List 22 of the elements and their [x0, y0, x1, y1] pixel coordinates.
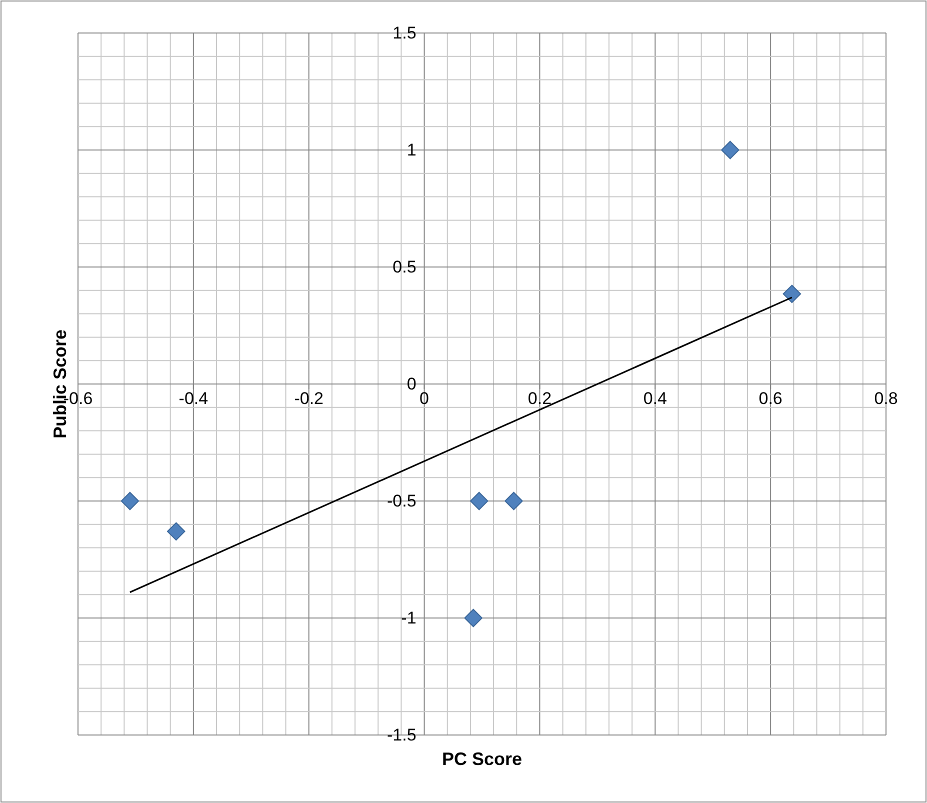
y-tick-label: 1 [406, 140, 416, 160]
y-tick-label: -1.5 [386, 725, 416, 744]
x-tick-label: 0.4 [643, 389, 667, 408]
x-tick-label: 0.2 [528, 389, 552, 408]
x-axis-title: PC Score [442, 749, 522, 769]
y-tick-label: 0 [406, 374, 416, 394]
y-tick-label: -1 [401, 608, 416, 628]
y-tick-label: -0.5 [386, 491, 416, 510]
x-tick-label: 0.8 [874, 389, 898, 408]
x-tick-label: 0.6 [758, 389, 782, 408]
y-tick-label: 1.5 [392, 23, 416, 42]
point [120, 492, 140, 510]
x-tick-label: 0 [420, 389, 430, 408]
point [464, 608, 482, 628]
point [782, 284, 802, 304]
point [504, 492, 523, 510]
point [166, 522, 186, 541]
x-tick-label: -0.2 [294, 389, 324, 408]
y-tick-label: 0.5 [392, 257, 416, 276]
point [470, 492, 488, 510]
point [721, 140, 740, 160]
x-tick-label: -0.4 [178, 389, 208, 408]
